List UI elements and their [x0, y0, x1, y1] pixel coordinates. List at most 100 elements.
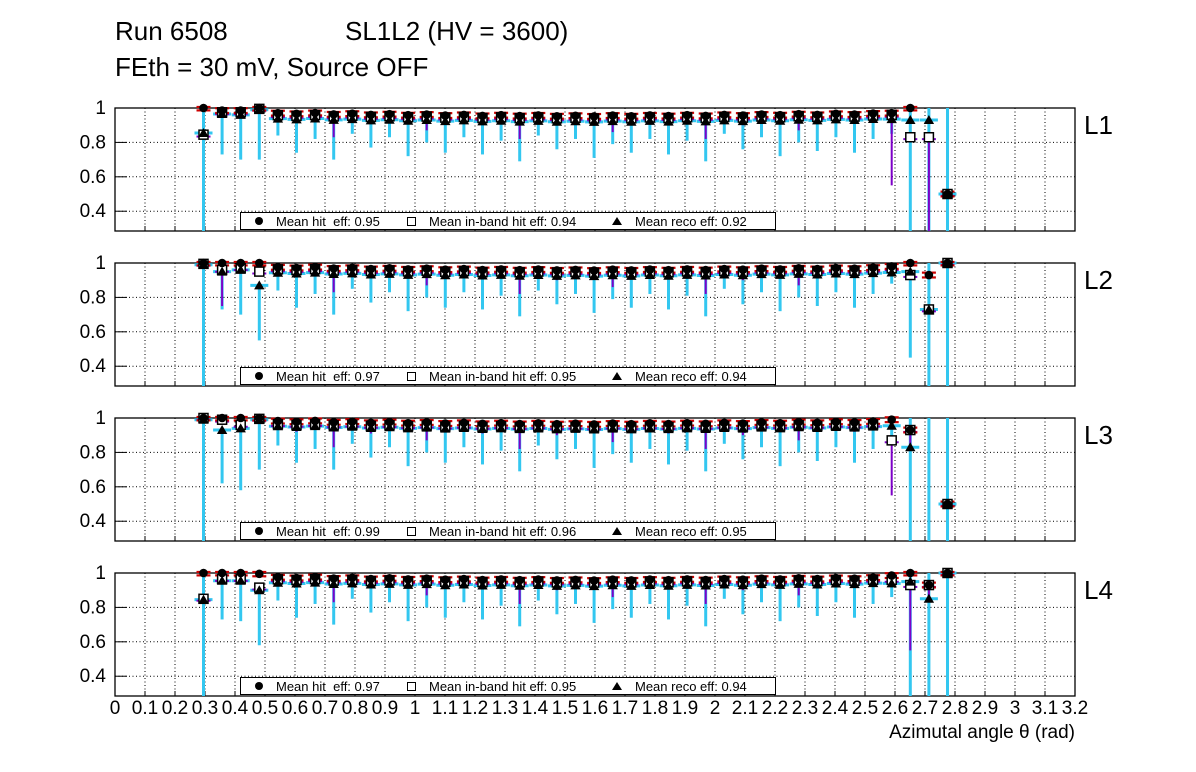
- data-point-reco: [756, 115, 767, 125]
- legend-label: Mean hit eff: 0.97: [276, 368, 380, 384]
- x-tick-label: 2.8: [942, 698, 968, 719]
- data-point-reco: [551, 580, 563, 590]
- data-point-hit: [589, 266, 599, 275]
- data-point-hit: [906, 568, 915, 578]
- data-point-hit: [906, 103, 915, 113]
- data-point-hit: [254, 258, 264, 268]
- x-tick-label: 3.2: [1062, 698, 1088, 719]
- data-point-hit: [589, 112, 599, 121]
- x-tick-label: 1.5: [552, 698, 578, 719]
- legend-l1: Mean hit eff: 0.95 Mean in-band hit eff:…: [240, 212, 776, 230]
- data-point-reco: [719, 115, 730, 125]
- data-point-hit: [199, 103, 208, 113]
- data-point-reco: [440, 116, 451, 126]
- data-point-reco: [626, 580, 637, 590]
- data-point-hit: [831, 417, 841, 427]
- data-point-reco: [905, 442, 916, 452]
- data-point-hit: [701, 575, 710, 585]
- x-tick-label: 2.3: [792, 698, 818, 719]
- data-point-hit: [459, 574, 469, 584]
- data-point-reco: [328, 269, 339, 279]
- data-point-reco: [254, 280, 265, 290]
- data-point-reco: [235, 575, 246, 585]
- x-tick-label: 1.3: [492, 698, 518, 719]
- x-tick-label: 0.5: [252, 698, 278, 719]
- data-point-reco: [756, 579, 767, 589]
- data-point-hit: [515, 111, 524, 121]
- data-point-hit: [943, 189, 952, 199]
- data-point-hit: [868, 263, 878, 272]
- data-point-hit: [459, 264, 469, 274]
- legend-l2: Mean hit eff: 0.97 Mean in-band hit eff:…: [240, 367, 776, 385]
- data-point-inband: [254, 266, 265, 277]
- data-point-reco: [495, 269, 507, 279]
- panel-L4: 1 0.8 0.6 0.4: [80, 563, 1076, 697]
- data-point-reco: [216, 266, 228, 276]
- data-point-reco: [235, 264, 246, 274]
- data-point-reco: [774, 579, 786, 589]
- data-point-hit: [273, 263, 283, 272]
- data-point-hit: [292, 263, 301, 273]
- x-tick-label: 1.8: [642, 698, 668, 719]
- data-point-hit: [645, 111, 655, 120]
- data-point-hit: [366, 264, 376, 274]
- data-point-reco: [347, 268, 358, 278]
- x-tick-label: 1.2: [462, 698, 488, 719]
- y-tick-label: 0.8: [80, 287, 106, 308]
- data-point-reco: [737, 116, 749, 126]
- data-point-hit: [775, 265, 785, 274]
- data-point-reco: [812, 115, 823, 125]
- data-point-hit: [496, 110, 506, 120]
- data-point-hit: [254, 569, 264, 579]
- data-point-hit: [887, 108, 896, 118]
- x-tick-label: 0.6: [282, 698, 308, 719]
- data-point-reco: [198, 594, 209, 604]
- data-point-hit: [645, 265, 655, 274]
- data-points: [198, 103, 953, 200]
- data-point-hit: [589, 576, 599, 585]
- data-point-reco: [905, 115, 916, 125]
- data-point-hit: [403, 110, 413, 120]
- data-point-reco: [886, 114, 897, 124]
- data-point-reco: [607, 270, 618, 280]
- data-point-hit: [757, 264, 766, 273]
- data-point-hit: [217, 568, 227, 578]
- data-point-hit: [329, 418, 339, 427]
- data-point-reco: [607, 423, 618, 433]
- data-point-hit: [627, 111, 636, 121]
- panel-label-l3: L3: [1084, 420, 1113, 450]
- data-point-hit: [441, 111, 450, 120]
- data-point-reco: [886, 578, 897, 588]
- data-point-hit: [571, 419, 580, 428]
- legend-label: Mean reco eff: 0.92: [635, 213, 747, 229]
- x-tick-label: 0.4: [222, 698, 249, 719]
- data-point-reco: [216, 575, 228, 585]
- legend-entry-reco: Mean reco eff: 0.92: [612, 213, 747, 229]
- data-point-reco: [867, 578, 879, 588]
- data-point-hit: [850, 574, 859, 583]
- data-point-hit: [608, 575, 617, 585]
- data-point-hit: [552, 266, 562, 275]
- data-point-reco: [272, 113, 284, 123]
- data-point-hit: [236, 413, 245, 423]
- data-point-hit: [850, 418, 859, 427]
- data-point-reco: [663, 580, 674, 590]
- data-point-reco: [440, 580, 451, 590]
- data-point-hit: [906, 258, 915, 268]
- data-point-reco: [849, 579, 860, 589]
- data-point-reco: [737, 423, 749, 433]
- data-point-reco: [681, 269, 693, 279]
- data-point-reco: [700, 424, 711, 434]
- data-point-hit: [627, 576, 636, 585]
- data-point-hit: [292, 417, 301, 427]
- legend-entry-hit: Mean hit eff: 0.97: [255, 368, 380, 384]
- data-point-hit: [329, 574, 339, 583]
- data-point-hit: [329, 264, 339, 273]
- data-point-hit: [496, 575, 506, 584]
- data-point-hit: [720, 574, 729, 584]
- data-point-reco: [626, 270, 637, 280]
- data-point-reco: [458, 579, 470, 589]
- data-point-hit: [199, 568, 208, 578]
- data-point-reco: [365, 422, 377, 432]
- data-point-reco: [309, 113, 321, 123]
